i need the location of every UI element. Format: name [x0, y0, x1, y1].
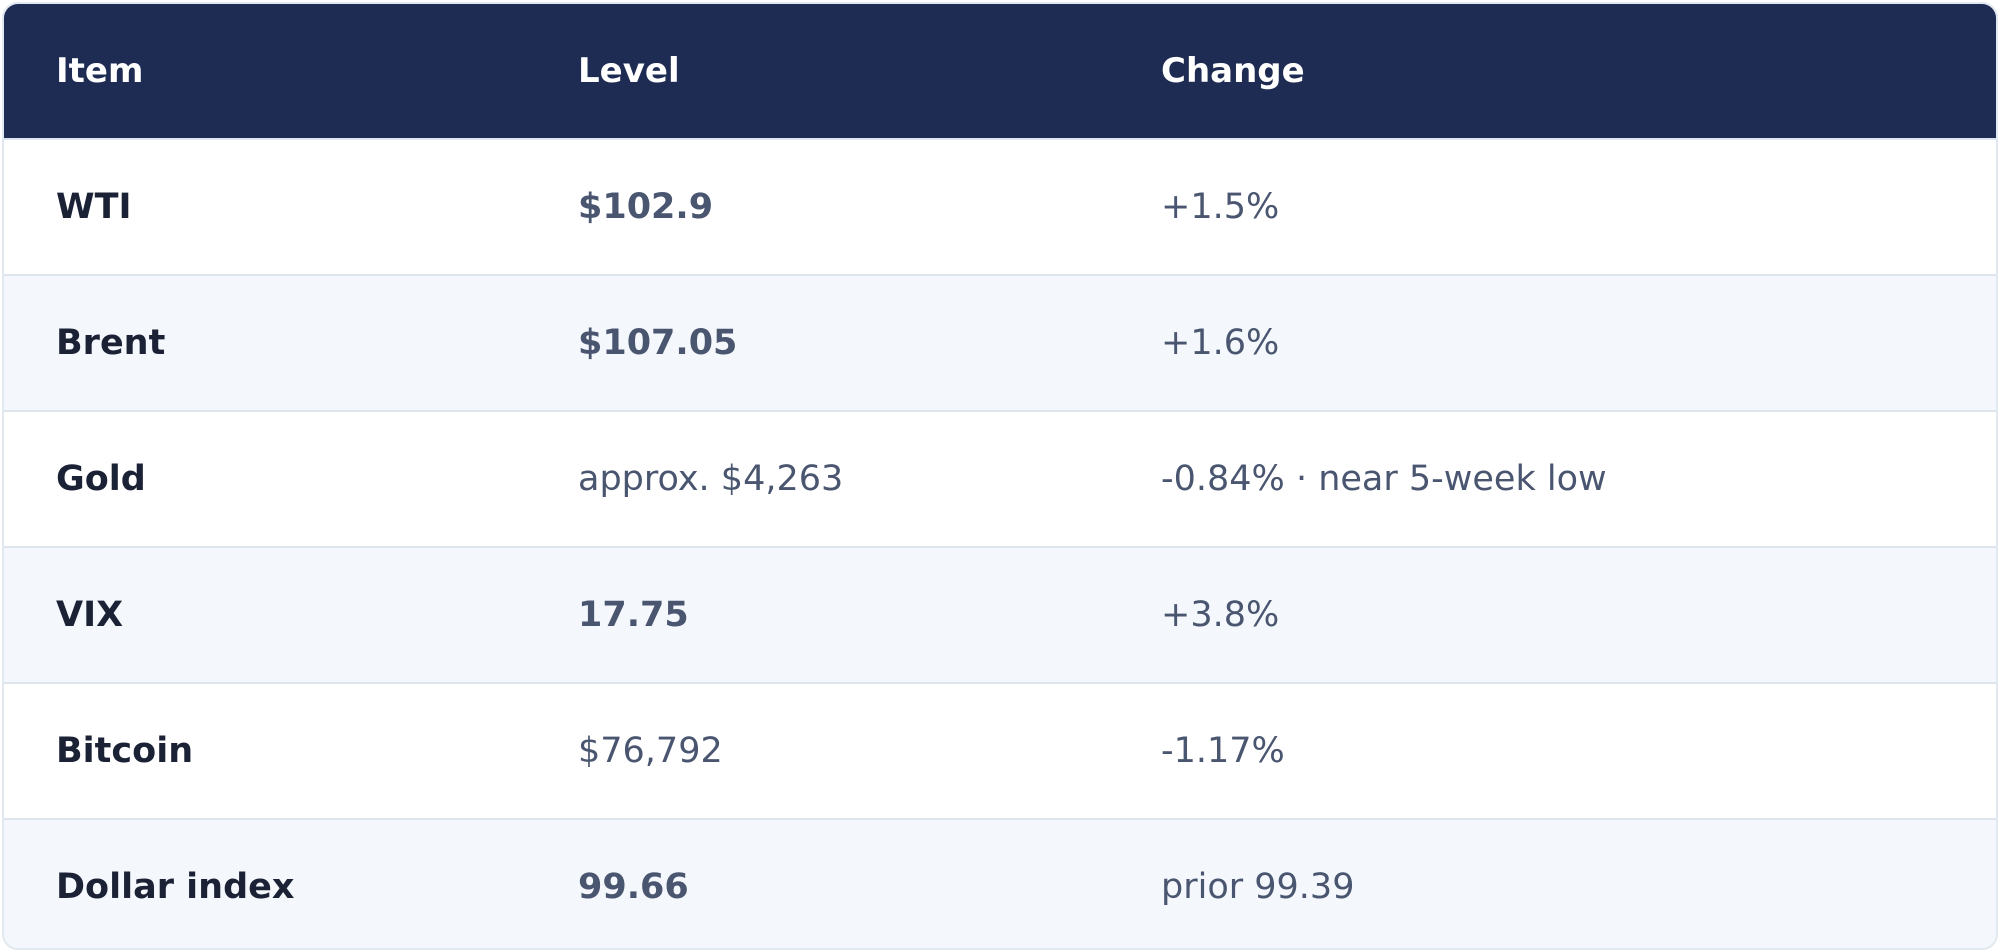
table-row: Brent $107.05 +1.6% — [4, 274, 1996, 410]
row-change: +1.6% — [1161, 323, 1280, 363]
row-item: VIX — [56, 595, 124, 635]
row-level: approx. $4,263 — [578, 459, 844, 499]
row-level: $107.05 — [578, 323, 738, 363]
row-level: 99.66 — [578, 867, 689, 907]
row-change: prior 99.39 — [1161, 867, 1355, 907]
row-item: Brent — [56, 323, 166, 363]
table-header-row: Item Level Change — [4, 4, 1996, 138]
table-row: Gold approx. $4,263 -0.84% · near 5-week… — [4, 410, 1996, 546]
table-row: VIX 17.75 +3.8% — [4, 546, 1996, 682]
row-change: -1.17% — [1161, 731, 1285, 771]
row-level: 17.75 — [578, 595, 689, 635]
row-change: +1.5% — [1161, 187, 1280, 227]
row-item: Bitcoin — [56, 731, 194, 771]
table-row: WTI $102.9 +1.5% — [4, 138, 1996, 274]
row-item: Gold — [56, 459, 146, 499]
row-level: $76,792 — [578, 731, 723, 771]
row-change: -0.84% · near 5-week low — [1161, 459, 1607, 499]
header-item: Item — [56, 51, 144, 91]
row-change: +3.8% — [1161, 595, 1280, 635]
header-level: Level — [578, 51, 680, 91]
row-item: Dollar index — [56, 867, 295, 907]
table-row: Dollar index 99.66 prior 99.39 — [4, 818, 1996, 948]
row-item: WTI — [56, 187, 132, 227]
header-change: Change — [1161, 51, 1305, 91]
row-level: $102.9 — [578, 187, 714, 227]
table-row: Bitcoin $76,792 -1.17% — [4, 682, 1996, 818]
